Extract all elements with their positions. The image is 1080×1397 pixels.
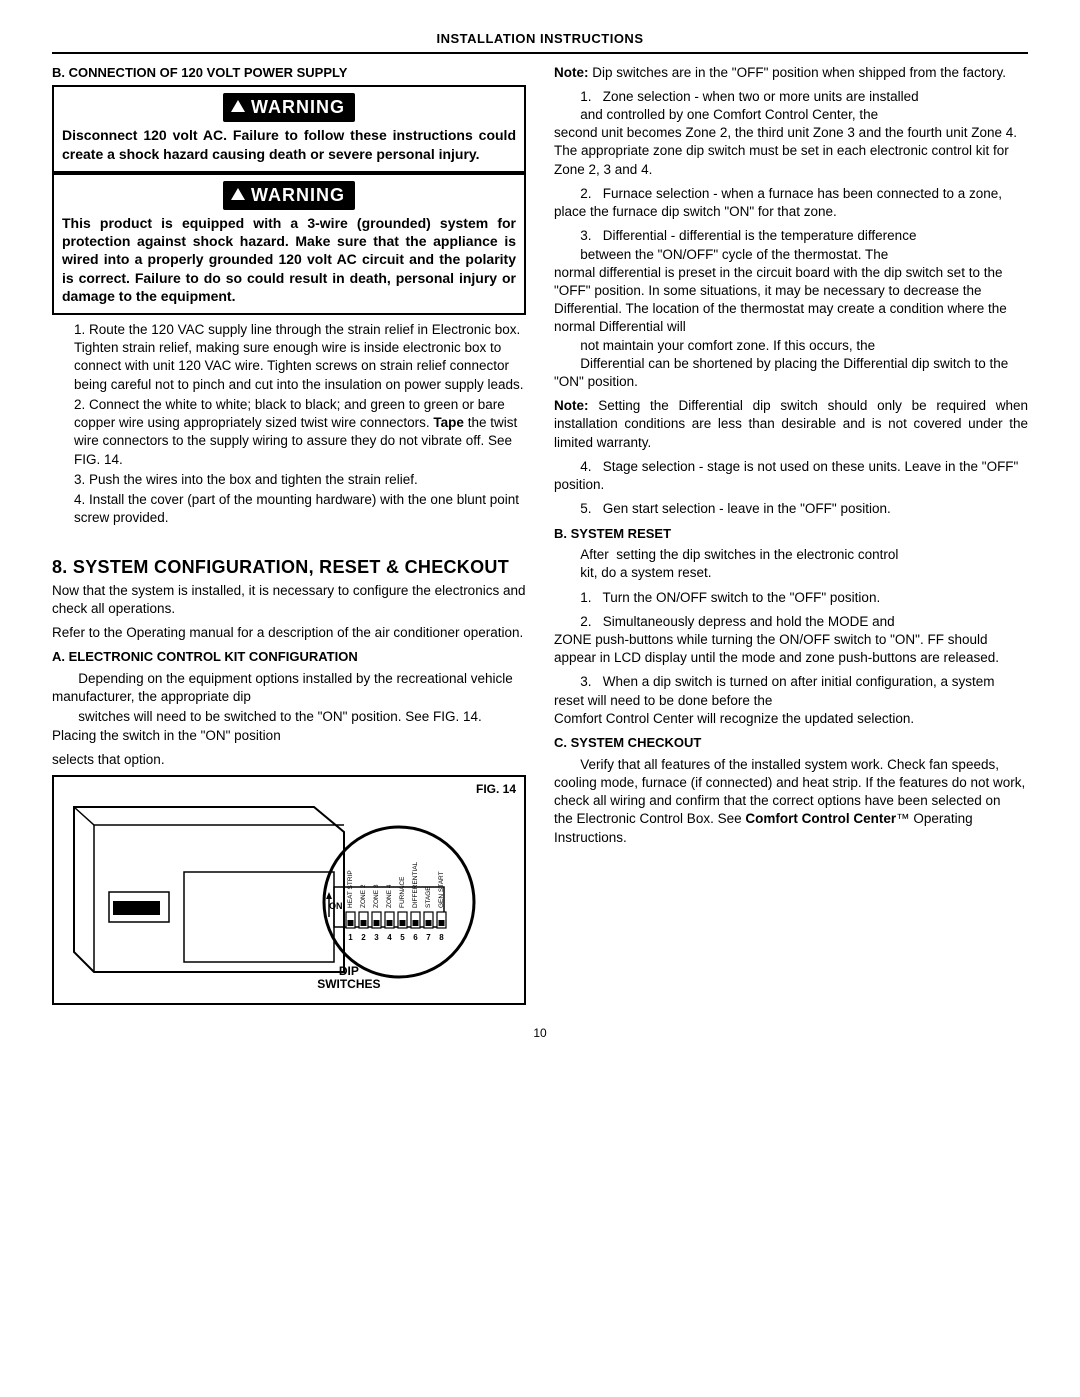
svg-text:4: 4 [387, 933, 392, 942]
zone-3b: between the "ON/OFF" cycle of the thermo… [554, 246, 1028, 264]
zone-2: 2. Furnace selection - when a furnace ha… [554, 185, 1028, 221]
figure-14: FIG. 14 1HEAT STRIP2ZONE 23ZONE 34ZONE 4… [52, 775, 526, 1005]
b-s2b: ZONE push-buttons while turning the ON/O… [554, 631, 1028, 667]
b-p2: kit, do a system reset. [554, 564, 1028, 582]
two-column-layout: B. CONNECTION OF 120 VOLT POWER SUPPLY W… [52, 64, 1028, 1005]
figure-14-svg: 1 HEAT STRIP 2 ZONE 2 3 ZONE 3 4 ZONE 4 5 FURNACE… [54, 777, 524, 1007]
zone-3d: not maintain your comfort zone. If this … [554, 337, 1028, 355]
warning-2-text: This product is equipped with a 3-wire (… [62, 214, 516, 305]
note-label: Note: [554, 65, 589, 80]
section-8-intro-1: Now that the system is installed, it is … [52, 582, 526, 618]
warning-word: WARNING [251, 183, 345, 207]
b-s3b: Comfort Control Center will recognize th… [554, 710, 1028, 728]
svg-text:DIFFERENTIAL: DIFFERENTIAL [412, 861, 419, 908]
step-3: 3. Push the wires into the box and tight… [74, 471, 526, 489]
section-8-intro-2: Refer to the Operating manual for a desc… [52, 624, 526, 642]
step-4: 4. Install the cover (part of the mounti… [74, 491, 526, 527]
b-s3: 3. When a dip switch is turned on after … [554, 673, 1028, 709]
svg-text:7: 7 [426, 933, 431, 942]
svg-text:FURNACE: FURNACE [399, 876, 406, 908]
svg-text:ZONE 2: ZONE 2 [360, 884, 367, 908]
warning-pill: WARNING [223, 93, 355, 122]
svg-text:HEAT STRIP: HEAT STRIP [347, 870, 354, 908]
page-number: 10 [52, 1025, 1028, 1041]
a-para-2: switches will need to be switched to the… [52, 708, 526, 744]
svg-text:6: 6 [413, 933, 418, 942]
left-column: B. CONNECTION OF 120 VOLT POWER SUPPLY W… [52, 64, 526, 1005]
svg-text:8: 8 [439, 933, 444, 942]
step-1: 1. Route the 120 VAC supply line through… [74, 321, 526, 394]
warning-label: WARNING [62, 93, 516, 122]
note-2: Note: Setting the Differential dip switc… [554, 397, 1028, 452]
a-para-3: selects that option. [52, 751, 526, 769]
a-para-1: Depending on the equipment options insta… [52, 670, 526, 706]
dip-switches-label: DIP SWITCHES [317, 965, 380, 991]
svg-text:1: 1 [348, 933, 353, 942]
c-body: Verify that all features of the installe… [554, 756, 1028, 847]
right-column: Note: Dip switches are in the "OFF" posi… [554, 64, 1028, 1005]
svg-text:ZONE 4: ZONE 4 [386, 884, 393, 908]
step-2: 2. Connect the white to white; black to … [74, 396, 526, 469]
b-s2: 2. Simultaneously depress and hold the M… [554, 613, 1028, 631]
note-label: Note: [554, 398, 589, 413]
warning-1-text: Disconnect 120 volt AC. Failure to follo… [62, 126, 516, 162]
zone-3c: normal differential is preset in the cir… [554, 264, 1028, 337]
svg-text:STAGE: STAGE [425, 886, 432, 908]
sub-b-heading: B. CONNECTION OF 120 VOLT POWER SUPPLY [52, 64, 526, 82]
warning-label: WARNING [62, 181, 516, 210]
connection-steps: 1. Route the 120 VAC supply line through… [52, 321, 526, 527]
warning-word: WARNING [251, 95, 345, 119]
svg-text:2: 2 [361, 933, 366, 942]
tape-bold: Tape [433, 415, 464, 430]
sub-c-heading: C. SYSTEM CHECKOUT [554, 734, 1028, 752]
zone-3e: Differential can be shortened by placing… [554, 355, 1028, 391]
alert-triangle-icon [231, 188, 245, 200]
svg-text:ON: ON [329, 901, 343, 911]
section-8-title: 8. SYSTEM CONFIGURATION, RESET & CHECKOU… [52, 555, 526, 579]
zone-4: 4. Stage selection - stage is not used o… [554, 458, 1028, 494]
svg-text:ZONE 3: ZONE 3 [373, 884, 380, 908]
warning-pill: WARNING [223, 181, 355, 210]
zone-1a: 1. Zone selection - when two or more uni… [554, 88, 1028, 106]
zone-5: 5. Gen start selection - leave in the "O… [554, 500, 1028, 518]
sub-b2-heading: B. SYSTEM RESET [554, 525, 1028, 543]
svg-text:GEN START: GEN START [438, 871, 445, 908]
zone-1c: second unit becomes Zone 2, the third un… [554, 124, 1028, 179]
warning-box-2: WARNING This product is equipped with a … [52, 173, 526, 315]
zone-1b: and controlled by one Comfort Control Ce… [554, 106, 1028, 124]
alert-triangle-icon [231, 100, 245, 112]
zone-3a: 3. Differential - differential is the te… [554, 227, 1028, 245]
note-2-text: Setting the Differential dip switch shou… [554, 398, 1028, 449]
svg-text:5: 5 [400, 933, 405, 942]
note-1-text: Dip switches are in the "OFF" position w… [589, 65, 1007, 80]
doc-header: INSTALLATION INSTRUCTIONS [52, 30, 1028, 54]
sub-a-heading: A. ELECTRONIC CONTROL KIT CONFIGURATION [52, 648, 526, 666]
note-1: Note: Dip switches are in the "OFF" posi… [554, 64, 1028, 82]
b-s1: 1. Turn the ON/OFF switch to the "OFF" p… [554, 589, 1028, 607]
svg-text:3: 3 [374, 933, 379, 942]
b-p1: After setting the dip switches in the el… [554, 546, 1028, 564]
warning-box-1: WARNING Disconnect 120 volt AC. Failure … [52, 85, 526, 173]
comfort-control-bold: Comfort Control Center [745, 811, 896, 826]
